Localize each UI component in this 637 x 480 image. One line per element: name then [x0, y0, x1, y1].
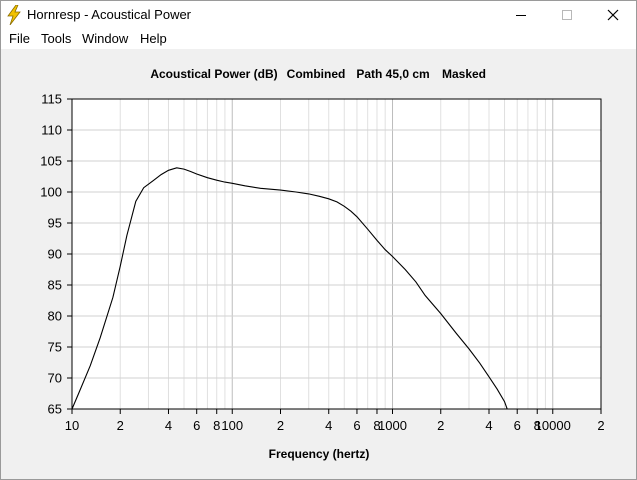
y-tick-label: 85 — [48, 278, 62, 293]
y-tick-label: 115 — [41, 92, 62, 107]
title-bar[interactable]: Hornresp - Acoustical Power — [1, 1, 636, 29]
x-tick-label: 6 — [353, 418, 360, 433]
window-title: Hornresp - Acoustical Power — [27, 7, 192, 22]
x-tick-label: 10 — [65, 418, 79, 433]
y-tick-label: 100 — [40, 185, 62, 200]
power-curve — [71, 167, 508, 410]
chart-title-part: Acoustical Power (dB) — [150, 67, 277, 81]
y-axis: 115 110 105 100 95 90 85 80 75 70 65 — [40, 92, 72, 417]
x-tick-label: 6 — [193, 418, 200, 433]
x-axis-label: Frequency (hertz) — [269, 447, 370, 461]
chart-area: Acoustical Power (dB) Combined Path 45,0… — [1, 49, 636, 479]
x-tick-label: 8 — [534, 418, 541, 433]
y-tick-label: 110 — [41, 123, 62, 138]
chart-title-part: Masked — [442, 67, 486, 81]
x-tick-label: 4 — [165, 418, 172, 433]
x-tick-label: 2 — [597, 418, 604, 433]
lightning-bolt-icon — [7, 5, 21, 25]
y-tick-label: 105 — [40, 154, 62, 169]
chart-title-part: Combined — [287, 67, 346, 81]
minimize-button[interactable] — [498, 1, 544, 29]
chart-title-part: Path 45,0 cm — [356, 67, 429, 81]
maximize-button[interactable] — [544, 1, 590, 29]
chart: Acoustical Power (dB) Combined Path 45,0… — [40, 67, 605, 461]
menu-tools[interactable]: Tools — [41, 31, 72, 46]
y-tick-label: 75 — [48, 340, 62, 355]
y-tick-label: 65 — [48, 402, 62, 417]
grid — [72, 99, 601, 409]
x-tick-label: 2 — [117, 418, 124, 433]
x-tick-label: 10000 — [535, 418, 571, 433]
close-icon — [607, 9, 619, 21]
y-tick-label: 95 — [48, 216, 62, 231]
menu-window[interactable]: Window — [82, 31, 129, 46]
close-button[interactable] — [590, 1, 636, 29]
x-tick-label: 1000 — [378, 418, 407, 433]
x-tick-label: 8 — [213, 418, 220, 433]
menu-help[interactable]: Help — [140, 31, 167, 46]
x-tick-label: 6 — [514, 418, 521, 433]
y-tick-label: 90 — [48, 247, 62, 262]
x-tick-label: 4 — [325, 418, 332, 433]
y-tick-label: 80 — [48, 309, 62, 324]
y-tick-label: 70 — [48, 371, 62, 386]
plot-frame — [71, 98, 602, 410]
x-tick-label: 2 — [437, 418, 444, 433]
minimize-icon — [516, 15, 526, 16]
maximize-icon — [562, 10, 572, 20]
x-tick-label: 2 — [277, 418, 284, 433]
menu-file[interactable]: File — [9, 31, 30, 46]
x-tick-label: 8 — [373, 418, 380, 433]
menu-bar: File Tools Window Help — [1, 29, 636, 49]
x-tick-label: 4 — [485, 418, 492, 433]
x-tick-label: 100 — [221, 418, 243, 433]
